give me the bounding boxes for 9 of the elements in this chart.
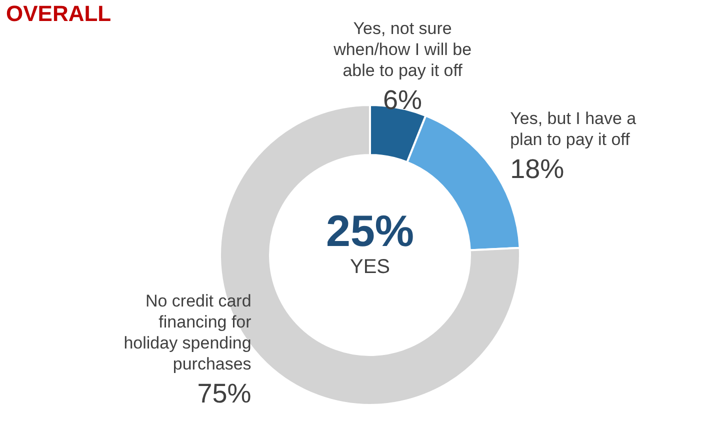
data-label: 75%	[197, 378, 252, 408]
slice-label: Yes, not sure when/how I will be able to pay it off	[332, 19, 472, 80]
text: 25%	[326, 207, 414, 256]
data-label: 18%	[510, 154, 564, 184]
slice-label: Yes, but I have a plan to pay it off	[510, 109, 637, 150]
slice-label: No credit card financing for holiday spending purchases	[124, 291, 252, 374]
data-label: 6%	[383, 85, 422, 116]
text: YES	[350, 256, 390, 278]
chart-title: OVERALL	[6, 1, 112, 26]
